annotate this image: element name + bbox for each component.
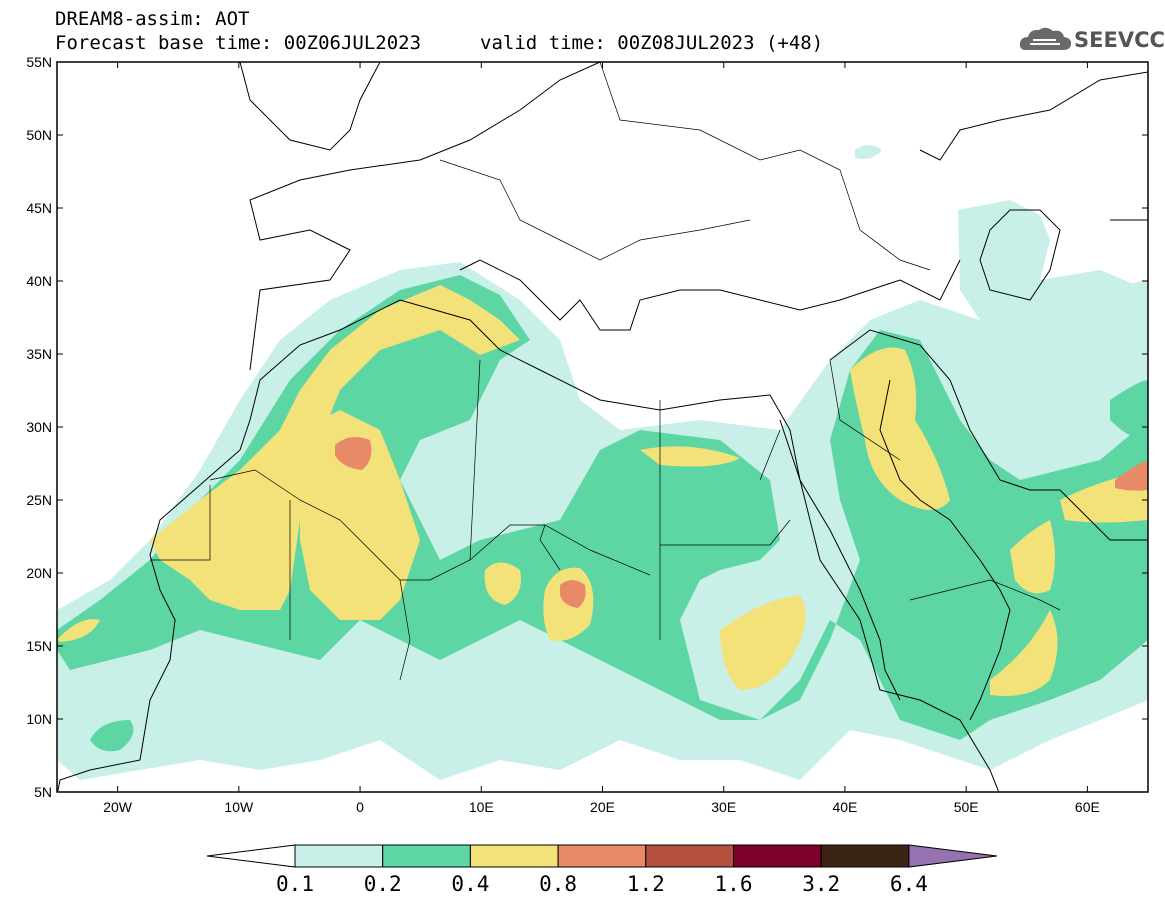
colorbar [206,844,997,868]
longitude-ticks: 20W 10W 0 10E 20E 30E 40E 50E 60E [103,62,1100,815]
lon-label: 40E [832,799,857,815]
colorbar-label: 0.1 [276,872,314,896]
lat-label: 45N [26,200,52,216]
lon-label: 30E [711,799,736,815]
lat-label: 50N [26,127,52,143]
lon-label: 20W [103,799,133,815]
lat-label: 10N [26,711,52,727]
coastlines [57,62,1148,792]
colorbar-segment [733,844,822,868]
colorbar-label: 6.4 [889,872,928,896]
colorbar-label: 1.2 [626,872,665,896]
lat-label: 30N [26,419,52,435]
lat-label: 15N [26,638,52,654]
aot-level-0.4 [57,285,1148,696]
lat-label: 40N [26,273,52,289]
country-borders [150,62,1061,681]
lon-label: 0 [356,799,364,815]
colorbar-label: 0.8 [539,872,578,896]
seevccc-logo: SEEVCCC [1018,24,1165,56]
lon-label: 20E [590,799,615,815]
lat-label: 35N [26,346,52,362]
cloud-icon [1019,27,1072,50]
colorbar-label: 0.4 [451,872,490,896]
logo-text: SEEVCCC [1074,28,1165,52]
valid-time: valid time: 00Z08JUL2023 (+48) [480,32,824,54]
colorbar-segment [294,844,384,868]
aot-level-0.8 [335,436,1148,608]
lon-label: 10W [224,799,254,815]
aot-field [57,62,1148,792]
colorbar-label: 3.2 [802,872,841,896]
colorbar-segment [557,844,647,868]
colorbar-segment [469,844,559,868]
forecast-base-time: Forecast base time: 00Z06JUL2023 [55,32,422,54]
colorbar-over-triangle [908,844,997,868]
lat-label: 25N [26,492,52,508]
colorbar-label: 1.6 [714,872,753,896]
colorbar-under-triangle [206,844,296,868]
colorbar-segment [645,844,734,868]
colorbar-segment [820,844,910,868]
colorbar-labels: 0.1 0.2 0.4 0.8 1.2 1.6 3.2 6.4 [0,872,1165,898]
product-title: DREAM8-assim: AOT [55,8,250,30]
latitude-ticks: 55N 50N 45N 40N 35N 30N 25N 20N 15N 10N 5N [26,54,1148,800]
colorbar-label: 0.2 [363,872,402,896]
lat-label: 20N [26,565,52,581]
lat-label: 5N [34,784,52,800]
colorbar-segment [382,844,471,868]
lon-label: 60E [1075,799,1100,815]
lon-label: 50E [954,799,979,815]
lat-label: 55N [26,54,52,70]
lon-label: 10E [469,799,494,815]
